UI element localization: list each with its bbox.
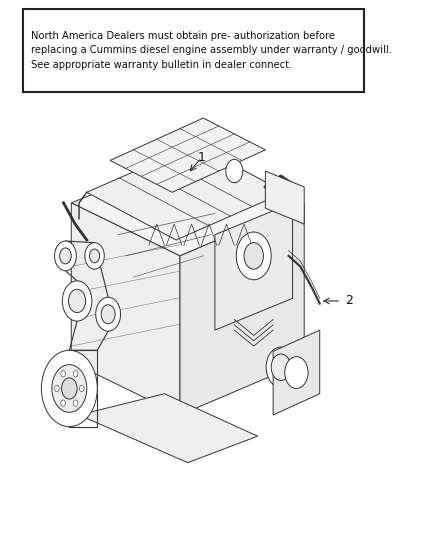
- Circle shape: [266, 347, 296, 387]
- Circle shape: [101, 305, 115, 324]
- Circle shape: [73, 370, 78, 377]
- Circle shape: [69, 289, 86, 313]
- Circle shape: [79, 385, 84, 392]
- Text: replacing a Cummins diesel engine assembly under warranty / goodwill.: replacing a Cummins diesel engine assemb…: [31, 45, 392, 55]
- Circle shape: [285, 357, 308, 389]
- Circle shape: [89, 249, 99, 263]
- Circle shape: [61, 400, 65, 406]
- FancyBboxPatch shape: [23, 10, 364, 92]
- Polygon shape: [71, 150, 304, 256]
- Polygon shape: [180, 203, 304, 415]
- Polygon shape: [215, 203, 293, 330]
- Polygon shape: [110, 118, 265, 192]
- Text: North America Dealers must obtain pre- authorization before: North America Dealers must obtain pre- a…: [31, 30, 335, 41]
- Circle shape: [52, 365, 87, 413]
- Circle shape: [85, 243, 104, 269]
- Circle shape: [244, 243, 263, 269]
- Circle shape: [41, 350, 97, 426]
- Polygon shape: [265, 171, 304, 224]
- Polygon shape: [79, 394, 258, 463]
- Circle shape: [61, 370, 65, 377]
- Circle shape: [271, 354, 290, 381]
- Circle shape: [55, 241, 76, 271]
- Circle shape: [55, 385, 59, 392]
- Polygon shape: [71, 203, 180, 415]
- Circle shape: [60, 248, 71, 264]
- Circle shape: [62, 378, 77, 399]
- Text: 1: 1: [198, 151, 205, 164]
- Circle shape: [236, 232, 271, 280]
- Circle shape: [62, 281, 92, 321]
- Polygon shape: [273, 330, 320, 415]
- Circle shape: [73, 400, 78, 406]
- Text: 2: 2: [345, 294, 353, 308]
- Circle shape: [96, 297, 120, 331]
- Text: See appropriate warranty bulletin in dealer connect.: See appropriate warranty bulletin in dea…: [31, 60, 292, 70]
- Circle shape: [226, 159, 243, 183]
- Polygon shape: [87, 144, 285, 240]
